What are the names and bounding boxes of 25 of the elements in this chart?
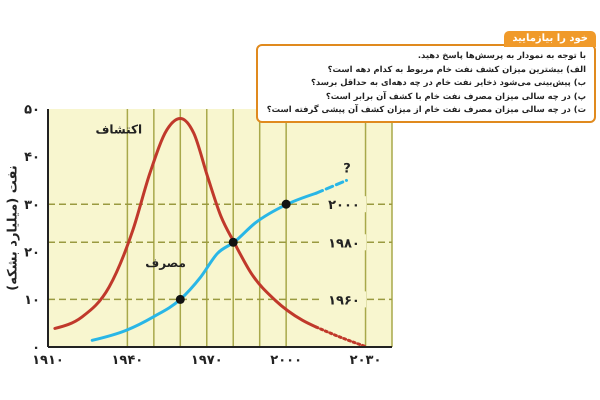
ref-line-label: ۲۰۰۰ [328, 198, 360, 214]
annotation: ت) در چه سالی میزان مصرف نفت خام از میزان کشف آن پیشی گرفته است؟ [266, 103, 586, 116]
y-tick-label: ۴۰ [24, 150, 40, 166]
y-axis-title: نفت (میلیارد بشکه) [6, 165, 21, 291]
y-tick-label: ۰ [32, 340, 40, 356]
x-tick-label: ۱۹۴۰ [112, 353, 144, 368]
point [228, 238, 238, 247]
ref-line-label: ۱۹۶۰ [328, 293, 360, 308]
text: ب) پیش‌بینی می‌شود ذخایر نفت خام در چه دهه‌ای به حداقل برسد؟ [310, 76, 586, 89]
text: الف) بیشترین میزان کشف نفت خام مربوط به کدام دهه است؟ [326, 62, 586, 76]
text: خود را بیازمایید [504, 31, 596, 46]
text: با توجه به نمودار به پرسش‌ها پاسخ دهید. [416, 49, 586, 62]
point [282, 200, 291, 209]
text: پ) در چه سالی میزان مصرف نفت خام با کشف آن برابر است؟ [324, 90, 586, 103]
annotation: ? [343, 161, 351, 176]
x-tick-label: ۲۰۰۰ [270, 353, 302, 368]
x-tick-label: ۱۹۱۰ [32, 353, 64, 368]
y-tick-label: ۲۰ [24, 245, 40, 260]
x-tick-label: ۱۹۷۰ [190, 353, 223, 368]
point [176, 294, 185, 304]
y-tick-label: ۵۰ [24, 102, 40, 118]
y-tick-label: ۱۰ [24, 293, 40, 308]
ref-line-label: ۱۹۸۰ [328, 236, 360, 252]
y-tick-label: ۳۰ [24, 198, 40, 213]
x-tick-label: ۲۰۳۰ [350, 353, 382, 368]
